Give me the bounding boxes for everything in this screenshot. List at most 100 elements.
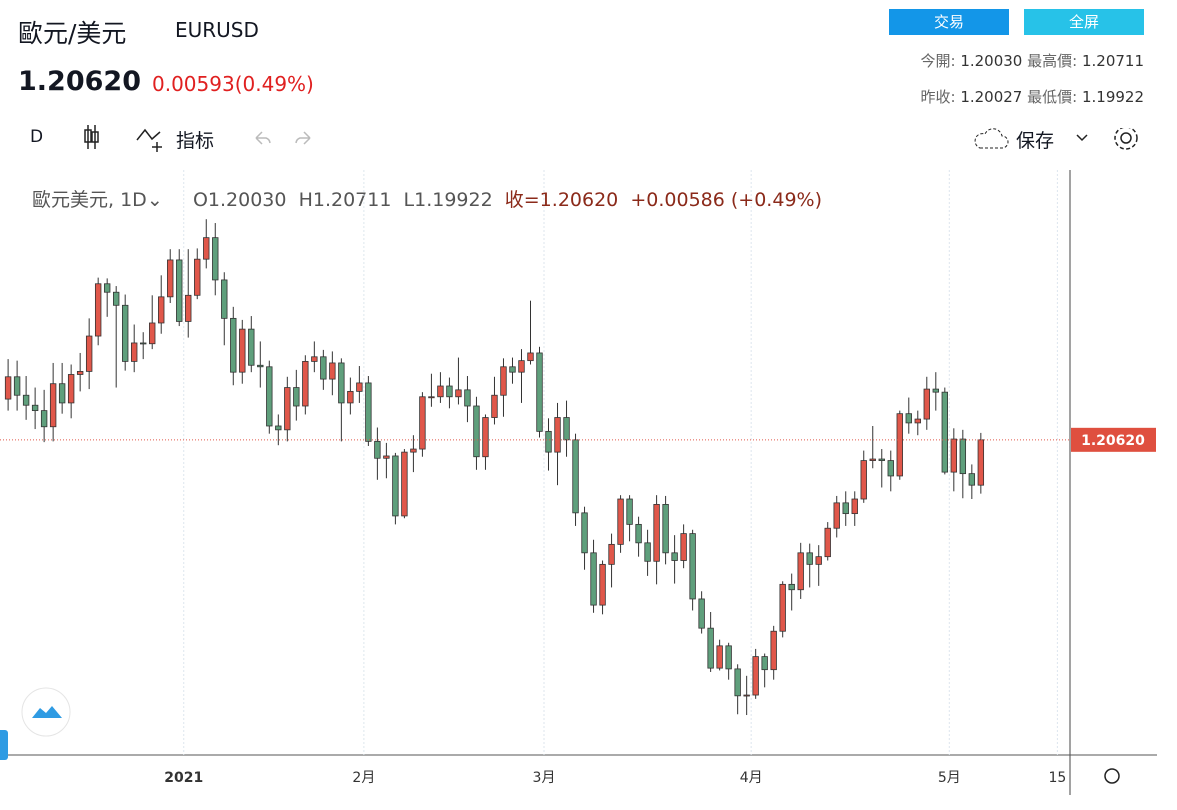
candle-body bbox=[797, 552, 804, 591]
price: 1.20620 bbox=[18, 66, 141, 97]
fullscreen-button[interactable]: 全屏 bbox=[1024, 9, 1144, 35]
symbol: EURUSD bbox=[175, 18, 259, 42]
candle-body bbox=[842, 502, 849, 515]
candle-body bbox=[49, 383, 57, 428]
price-label-box bbox=[1071, 427, 1156, 452]
candle-body bbox=[230, 317, 237, 373]
legend-close: 收=1.20620 bbox=[504, 189, 619, 211]
candle-body bbox=[356, 382, 363, 392]
stat-key: 最高價: bbox=[1027, 52, 1078, 70]
candle-body bbox=[815, 556, 822, 565]
candle-body bbox=[167, 259, 174, 298]
legend: 歐元美元, 1D⌄ O1.20030 H1.20711 L1.19922 收=1… bbox=[32, 189, 822, 211]
candle-body bbox=[67, 374, 75, 404]
candle-body bbox=[878, 458, 885, 461]
candle-body bbox=[365, 382, 372, 442]
legend-high: H1.20711 bbox=[298, 189, 392, 211]
candle-body bbox=[950, 438, 958, 473]
candle-body bbox=[932, 388, 939, 393]
candle-body bbox=[671, 552, 678, 561]
change: 0.00593(0.49%) bbox=[152, 72, 314, 96]
stat-value: 1.19922 bbox=[1081, 88, 1144, 106]
stats-row: 今開: 1.20030 最高價: 1.20711 bbox=[920, 50, 1144, 71]
candle-body bbox=[896, 413, 903, 477]
candle-body bbox=[626, 498, 633, 525]
candle-body bbox=[707, 627, 714, 669]
candle-body bbox=[22, 394, 30, 406]
candle-body bbox=[112, 291, 120, 306]
candle-body bbox=[428, 396, 435, 399]
logo[interactable] bbox=[21, 687, 71, 737]
stat-key: 今開: bbox=[920, 52, 956, 70]
candle-body bbox=[149, 322, 156, 345]
stat-value: 1.20030 bbox=[960, 52, 1023, 70]
candle-body bbox=[779, 583, 786, 632]
candle-body bbox=[40, 410, 48, 428]
candle-body bbox=[203, 237, 210, 260]
candle-body bbox=[482, 417, 489, 458]
candle-body bbox=[599, 563, 606, 606]
candle-body bbox=[131, 342, 138, 362]
stats-row: 昨收: 1.20027 最低價: 1.19922 bbox=[920, 86, 1144, 107]
candle-body bbox=[176, 259, 183, 322]
candle-body bbox=[302, 361, 309, 407]
side-tab[interactable] bbox=[0, 730, 8, 760]
legend-name: 歐元美元, 1D bbox=[32, 189, 147, 211]
candle-body bbox=[833, 502, 840, 529]
candle-body bbox=[572, 439, 579, 514]
candle-body bbox=[383, 455, 390, 459]
x-tick-label: 15 bbox=[1048, 770, 1066, 786]
logo-mark bbox=[32, 706, 62, 718]
candle-body bbox=[491, 394, 498, 418]
settings-icons[interactable] bbox=[1072, 128, 1142, 154]
candle-body bbox=[13, 376, 21, 396]
interval-button[interactable]: D bbox=[30, 127, 44, 147]
candle-body bbox=[860, 460, 867, 500]
candle-body bbox=[617, 498, 624, 545]
candle-body bbox=[158, 296, 165, 324]
x-tick-label: 4月 bbox=[740, 770, 763, 786]
indicator-icon[interactable] bbox=[135, 124, 171, 154]
candle-body bbox=[500, 366, 507, 396]
candle-body bbox=[887, 460, 894, 477]
candle-body bbox=[293, 387, 300, 407]
candle-body bbox=[752, 656, 759, 696]
candle-body bbox=[761, 656, 768, 671]
candle-body bbox=[509, 366, 516, 373]
candle-body bbox=[212, 237, 219, 281]
candle-body bbox=[85, 335, 93, 372]
title: 歐元/美元 bbox=[18, 19, 127, 48]
save-button[interactable]: 保存 bbox=[1016, 130, 1055, 152]
candle-body bbox=[122, 304, 129, 362]
candle-body bbox=[770, 630, 777, 671]
candle-body bbox=[473, 405, 480, 458]
candle-body bbox=[31, 404, 39, 412]
indicators-button[interactable]: 指标 bbox=[176, 130, 215, 152]
candle-body bbox=[76, 371, 84, 375]
candle-body bbox=[94, 283, 102, 337]
time-settings[interactable] bbox=[1104, 768, 1120, 784]
candle-body bbox=[662, 503, 669, 554]
candle-body bbox=[644, 542, 651, 562]
candle-body bbox=[410, 448, 417, 453]
candle-body bbox=[185, 294, 192, 322]
candle-body bbox=[58, 383, 66, 404]
candle-body bbox=[869, 458, 876, 461]
candle-body bbox=[914, 418, 921, 424]
x-tick-label: 2021 bbox=[164, 770, 203, 786]
cloud-icon[interactable] bbox=[970, 124, 1012, 152]
candle-body bbox=[689, 533, 696, 600]
undo-redo[interactable] bbox=[248, 126, 318, 150]
candle-body bbox=[635, 523, 642, 544]
candle-body bbox=[419, 396, 426, 450]
candle-body bbox=[653, 503, 660, 562]
candle-body bbox=[464, 389, 471, 407]
candle-icon[interactable] bbox=[82, 122, 108, 152]
candle-body bbox=[311, 356, 318, 362]
candle-body bbox=[743, 694, 750, 697]
trade-button[interactable]: 交易 bbox=[889, 9, 1009, 35]
candle-body bbox=[545, 430, 552, 453]
candle-body bbox=[698, 598, 705, 629]
candle-body bbox=[194, 258, 201, 296]
